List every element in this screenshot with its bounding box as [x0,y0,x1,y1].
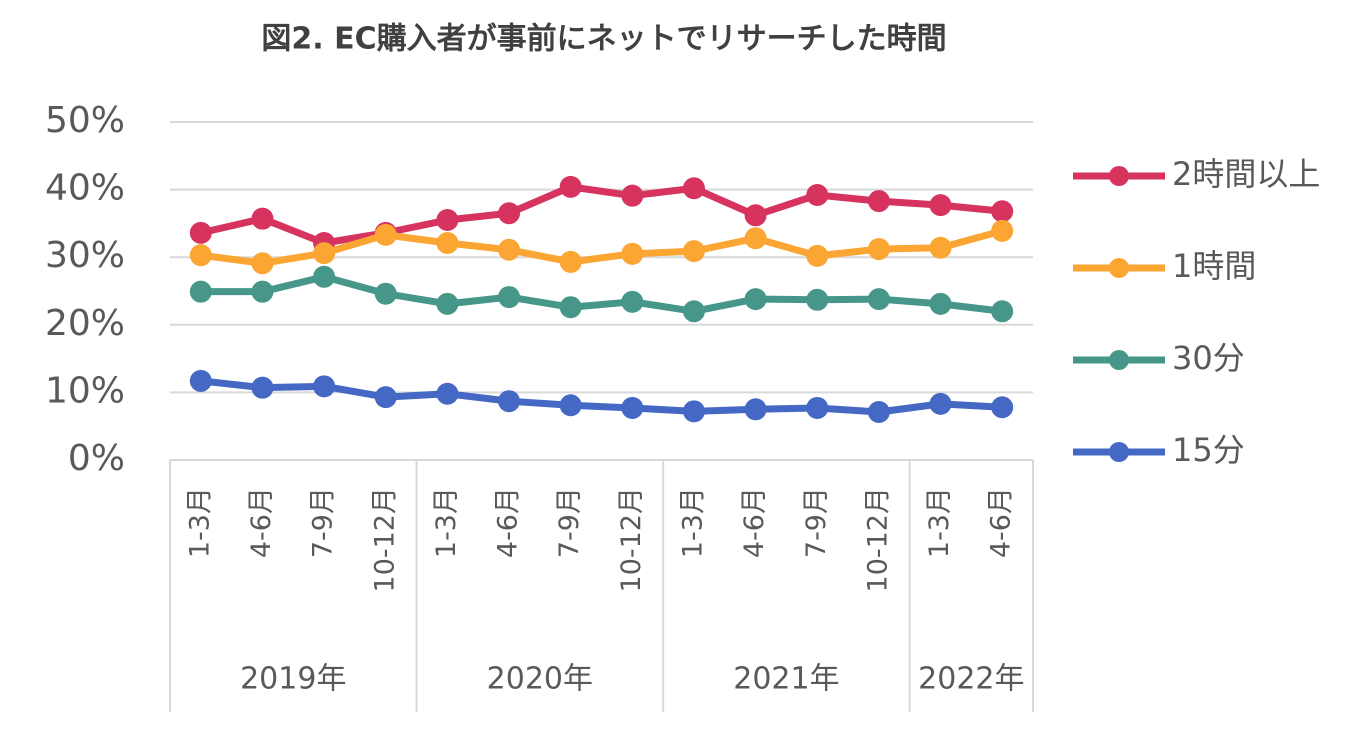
x-tick-label: 1-3月 [677,487,708,558]
group-label: 2021年 [733,662,839,697]
data-point [991,219,1014,242]
data-point [682,177,705,200]
data-point [806,288,829,311]
x-tick-label: 4-6月 [986,487,1017,558]
y-tick-label: 10% [45,370,125,411]
data-point [189,221,212,244]
data-point [744,227,767,250]
data-point [929,194,952,217]
data-point [929,392,952,415]
x-tick-label: 4-6月 [246,487,277,558]
legend-label: 30分 [1172,339,1245,377]
data-point [498,286,521,309]
legend-label: 1時間 [1172,247,1256,285]
data-point [189,280,212,303]
x-tick-label: 10-12月 [369,487,400,592]
data-point [744,398,767,421]
y-tick-label: 20% [45,303,125,344]
y-tick-label: 50% [45,100,125,141]
data-point [806,184,829,207]
data-point [559,175,582,198]
data-point [806,244,829,267]
data-point [436,292,459,315]
data-point [991,300,1014,323]
data-point [991,396,1014,419]
data-point [374,223,397,246]
x-tick-label: 7-9月 [801,487,832,558]
x-tick-label: 1-3月 [184,487,215,558]
group-label: 2020年 [487,662,593,697]
data-point [559,296,582,319]
data-point [436,209,459,232]
group-label: 2019年 [240,662,346,697]
data-point [682,400,705,423]
x-tick-label: 10-12月 [616,487,647,592]
data-point [313,242,336,265]
data-point [189,369,212,392]
data-point [991,200,1014,223]
data-point [621,184,644,207]
data-point [251,376,274,399]
data-point [806,396,829,419]
data-point [498,202,521,225]
legend-marker [1109,350,1129,370]
data-point [251,207,274,230]
data-point [313,375,336,398]
data-point [559,250,582,273]
y-tick-label: 30% [45,235,125,276]
data-point [744,288,767,311]
chart-title: 図2. EC購入者が事前にネットでリサーチした時間 [261,22,946,57]
x-tick-label: 7-9月 [308,487,339,558]
data-point [374,282,397,305]
data-point [929,292,952,315]
data-point [251,280,274,303]
x-tick-label: 4-6月 [739,487,770,558]
data-point [867,190,890,213]
legend-marker [1109,442,1129,462]
data-point [682,240,705,263]
data-point [189,244,212,267]
legend-label: 2時間以上 [1172,155,1320,193]
data-point [621,396,644,419]
data-point [621,242,644,265]
data-point [867,401,890,424]
y-tick-label: 40% [45,168,125,209]
x-tick-label: 1-3月 [924,487,955,558]
x-tick-label: 4-6月 [493,487,524,558]
x-tick-label: 7-9月 [554,487,585,558]
data-point [374,386,397,409]
data-point [436,232,459,255]
legend-label: 15分 [1172,431,1245,469]
x-tick-label: 1-3月 [431,487,462,558]
y-tick-label: 0% [68,438,125,479]
data-point [621,290,644,313]
data-point [313,265,336,288]
legend-marker [1109,258,1129,278]
group-label: 2022年 [918,662,1024,697]
data-point [436,382,459,405]
data-point [867,288,890,311]
data-point [498,238,521,261]
data-point [498,390,521,413]
data-point [867,238,890,261]
data-point [251,252,274,275]
x-tick-label: 10-12月 [862,487,893,592]
legend-marker [1109,166,1129,186]
data-point [744,204,767,227]
data-point [559,394,582,417]
data-point [682,300,705,323]
data-point [929,236,952,259]
